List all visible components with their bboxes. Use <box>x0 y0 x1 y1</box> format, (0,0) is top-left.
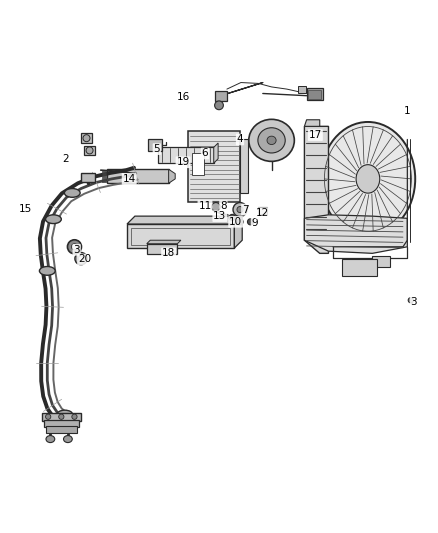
Bar <box>307 88 323 100</box>
Text: 17: 17 <box>309 130 322 140</box>
Ellipse shape <box>237 219 243 225</box>
Ellipse shape <box>71 244 78 250</box>
Bar <box>158 147 214 163</box>
Bar <box>102 181 106 182</box>
Polygon shape <box>127 216 242 224</box>
Bar <box>215 91 227 101</box>
Ellipse shape <box>75 253 87 265</box>
Ellipse shape <box>78 256 84 261</box>
Text: 9: 9 <box>251 217 258 228</box>
Bar <box>102 172 106 173</box>
Text: 2: 2 <box>62 154 69 164</box>
Ellipse shape <box>64 189 80 197</box>
Polygon shape <box>304 120 320 126</box>
Bar <box>372 256 390 268</box>
Bar <box>147 244 177 254</box>
Polygon shape <box>169 169 175 183</box>
Bar <box>81 133 92 143</box>
Polygon shape <box>127 224 234 248</box>
Ellipse shape <box>215 101 223 110</box>
Bar <box>102 179 106 180</box>
Polygon shape <box>147 240 181 244</box>
Ellipse shape <box>46 435 55 442</box>
Ellipse shape <box>249 119 294 161</box>
Ellipse shape <box>229 214 235 221</box>
Polygon shape <box>214 143 218 163</box>
Bar <box>102 177 106 178</box>
Ellipse shape <box>233 203 247 216</box>
Bar <box>107 169 169 183</box>
Bar <box>102 173 106 174</box>
Ellipse shape <box>83 135 90 142</box>
Bar <box>148 140 162 151</box>
Text: 3: 3 <box>410 296 417 306</box>
Ellipse shape <box>408 297 413 303</box>
Polygon shape <box>304 215 407 253</box>
Ellipse shape <box>46 414 51 419</box>
Bar <box>81 173 95 182</box>
Text: 12: 12 <box>256 208 269 218</box>
Ellipse shape <box>356 165 380 193</box>
Text: 8: 8 <box>220 201 227 211</box>
Text: 14: 14 <box>123 174 136 184</box>
Text: 5: 5 <box>153 144 160 154</box>
Text: 1: 1 <box>404 106 411 116</box>
Ellipse shape <box>59 414 64 419</box>
Text: 11: 11 <box>198 201 212 211</box>
Polygon shape <box>234 216 242 248</box>
Bar <box>342 259 377 276</box>
Text: 4: 4 <box>237 134 244 144</box>
Text: 16: 16 <box>177 92 190 102</box>
Bar <box>131 228 230 245</box>
Bar <box>42 413 81 421</box>
Bar <box>44 420 79 427</box>
Text: 15: 15 <box>19 204 32 214</box>
Bar <box>258 207 267 214</box>
Text: 7: 7 <box>242 205 249 215</box>
Ellipse shape <box>57 410 73 419</box>
Text: 10: 10 <box>229 217 242 227</box>
Ellipse shape <box>67 240 81 254</box>
Bar <box>102 175 106 176</box>
Bar <box>46 426 77 433</box>
Ellipse shape <box>64 435 72 442</box>
Bar <box>298 86 306 93</box>
Bar <box>188 131 240 201</box>
Ellipse shape <box>267 136 276 144</box>
Ellipse shape <box>247 219 254 225</box>
Ellipse shape <box>321 122 415 236</box>
Text: 3: 3 <box>73 245 80 255</box>
Bar <box>308 90 321 99</box>
Text: 20: 20 <box>78 254 91 264</box>
Bar <box>84 146 95 155</box>
Ellipse shape <box>258 128 285 153</box>
Bar <box>192 154 204 175</box>
Text: 19: 19 <box>177 157 190 167</box>
Ellipse shape <box>72 414 77 419</box>
Ellipse shape <box>212 203 220 211</box>
Ellipse shape <box>237 206 243 213</box>
Ellipse shape <box>46 215 61 223</box>
Text: 18: 18 <box>162 248 175 259</box>
Ellipse shape <box>86 147 93 154</box>
Polygon shape <box>304 126 328 253</box>
Bar <box>240 140 248 193</box>
Text: 13: 13 <box>213 211 226 221</box>
Text: 6: 6 <box>201 149 208 158</box>
Ellipse shape <box>39 266 55 275</box>
